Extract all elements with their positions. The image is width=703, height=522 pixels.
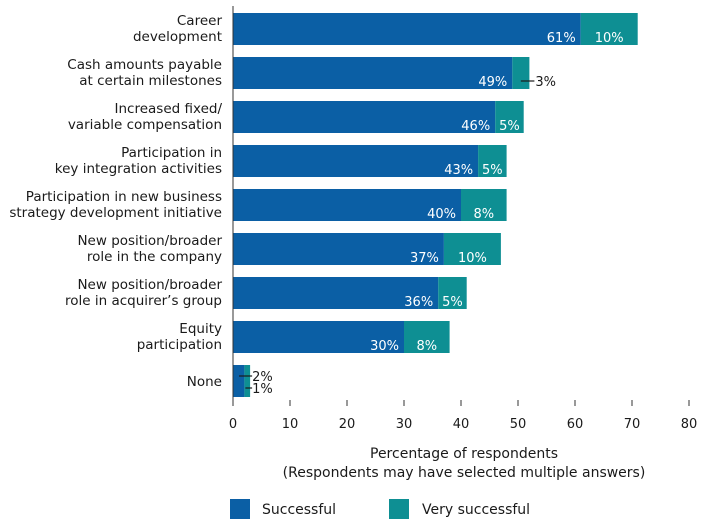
data-label-successful-1: 49% — [478, 75, 507, 90]
data-label-successful-8: 2% — [252, 370, 273, 385]
data-label-very-successful-5: 10% — [458, 251, 487, 266]
category-label-3-line2: key integration activities — [55, 161, 222, 177]
data-label-successful-0: 61% — [547, 31, 576, 46]
bar-very-successful-8 — [244, 365, 251, 397]
data-label-very-successful-4: 8% — [473, 207, 494, 222]
x-tick-label-0: 0 — [229, 417, 237, 432]
x-axis-title: Percentage of respondents (Respondents ma… — [283, 446, 646, 481]
category-label-6-line2: role in acquirer’s group — [65, 293, 222, 309]
data-label-successful-7: 30% — [370, 339, 399, 354]
bar-successful-1 — [233, 57, 513, 89]
data-label-very-successful-6: 5% — [442, 295, 463, 310]
legend-swatch-successful — [230, 499, 250, 519]
bar-very-successful-5 — [443, 233, 501, 265]
legend-swatch-very-successful — [389, 499, 409, 519]
category-label-2-line1: Increased fixed/ — [115, 101, 223, 117]
x-tick-label-3: 30 — [396, 417, 413, 432]
category-label-5-line1: New position/broader — [77, 233, 222, 249]
data-label-successful-2: 46% — [461, 119, 490, 134]
category-label-7-line2: participation — [137, 337, 222, 353]
x-tick-label-7: 70 — [624, 417, 641, 432]
bar-very-successful-0 — [580, 13, 638, 45]
bar-successful-4 — [233, 189, 461, 221]
data-label-successful-5: 37% — [410, 251, 439, 266]
bars-layer: 61% 10% 49% 3% 46% 5% 43% 5% 40% 8% 37% 10% 36% 5% 30%… — [233, 13, 638, 397]
x-axis-title-line2: (Respondents may have selected multiple … — [283, 465, 646, 481]
data-label-successful-4: 40% — [427, 207, 456, 222]
data-label-very-successful-7: 8% — [416, 339, 437, 354]
category-label-1-line2: at certain milestones — [79, 73, 222, 89]
bar-successful-0 — [233, 13, 581, 45]
x-axis-title-line1: Percentage of respondents — [370, 446, 558, 462]
bar-successful-5 — [233, 233, 444, 265]
x-tick-label-4: 40 — [453, 417, 470, 432]
category-label-5-line2: role in the company — [87, 249, 222, 265]
data-label-successful-6: 36% — [404, 295, 433, 310]
data-label-successful-3: 43% — [444, 163, 473, 178]
data-label-very-successful-2: 5% — [499, 119, 520, 134]
legend-label-very-successful: Very successful — [422, 502, 530, 518]
category-label-6-line1: New position/broader — [77, 277, 222, 293]
category-label-4-line2: strategy development initiative — [9, 205, 222, 221]
bar-very-successful-3 — [478, 145, 507, 177]
legend: Successful Very successful — [230, 499, 530, 519]
bar-very-successful-2 — [495, 101, 524, 133]
data-label-very-successful-0: 10% — [595, 31, 624, 46]
category-label-4-line1: Participation in new business — [26, 189, 222, 205]
category-label-2-line2: variable compensation — [68, 117, 222, 133]
bar-very-successful-1 — [512, 57, 530, 89]
bar-very-successful-7 — [404, 321, 450, 353]
bar-successful-8 — [233, 365, 245, 397]
bar-successful-6 — [233, 277, 439, 309]
category-label-0-line1: Career — [177, 13, 223, 29]
data-label-very-successful-1: 3% — [535, 75, 556, 90]
x-tick-label-8: 80 — [681, 417, 698, 432]
x-tick-label-1: 10 — [282, 417, 299, 432]
bar-successful-7 — [233, 321, 404, 353]
data-label-very-successful-8: 1% — [252, 382, 273, 397]
bar-very-successful-6 — [438, 277, 467, 309]
legend-label-successful: Successful — [262, 502, 336, 518]
category-label-7-line1: Equity — [179, 321, 222, 337]
category-label-1-line1: Cash amounts payable — [67, 57, 222, 73]
x-tick-label-5: 50 — [510, 417, 527, 432]
bar-successful-2 — [233, 101, 496, 133]
category-label-3-line1: Participation in — [121, 145, 222, 161]
category-label-8: None — [187, 374, 222, 390]
x-tick-label-2: 20 — [339, 417, 356, 432]
bar-very-successful-4 — [461, 189, 507, 221]
category-label-0-line2: development — [133, 29, 222, 45]
data-label-very-successful-3: 5% — [482, 163, 503, 178]
bar-successful-3 — [233, 145, 479, 177]
x-tick-label-6: 60 — [567, 417, 584, 432]
x-axis-ticks: 0 10 20 30 40 50 60 70 80 — [229, 400, 697, 432]
